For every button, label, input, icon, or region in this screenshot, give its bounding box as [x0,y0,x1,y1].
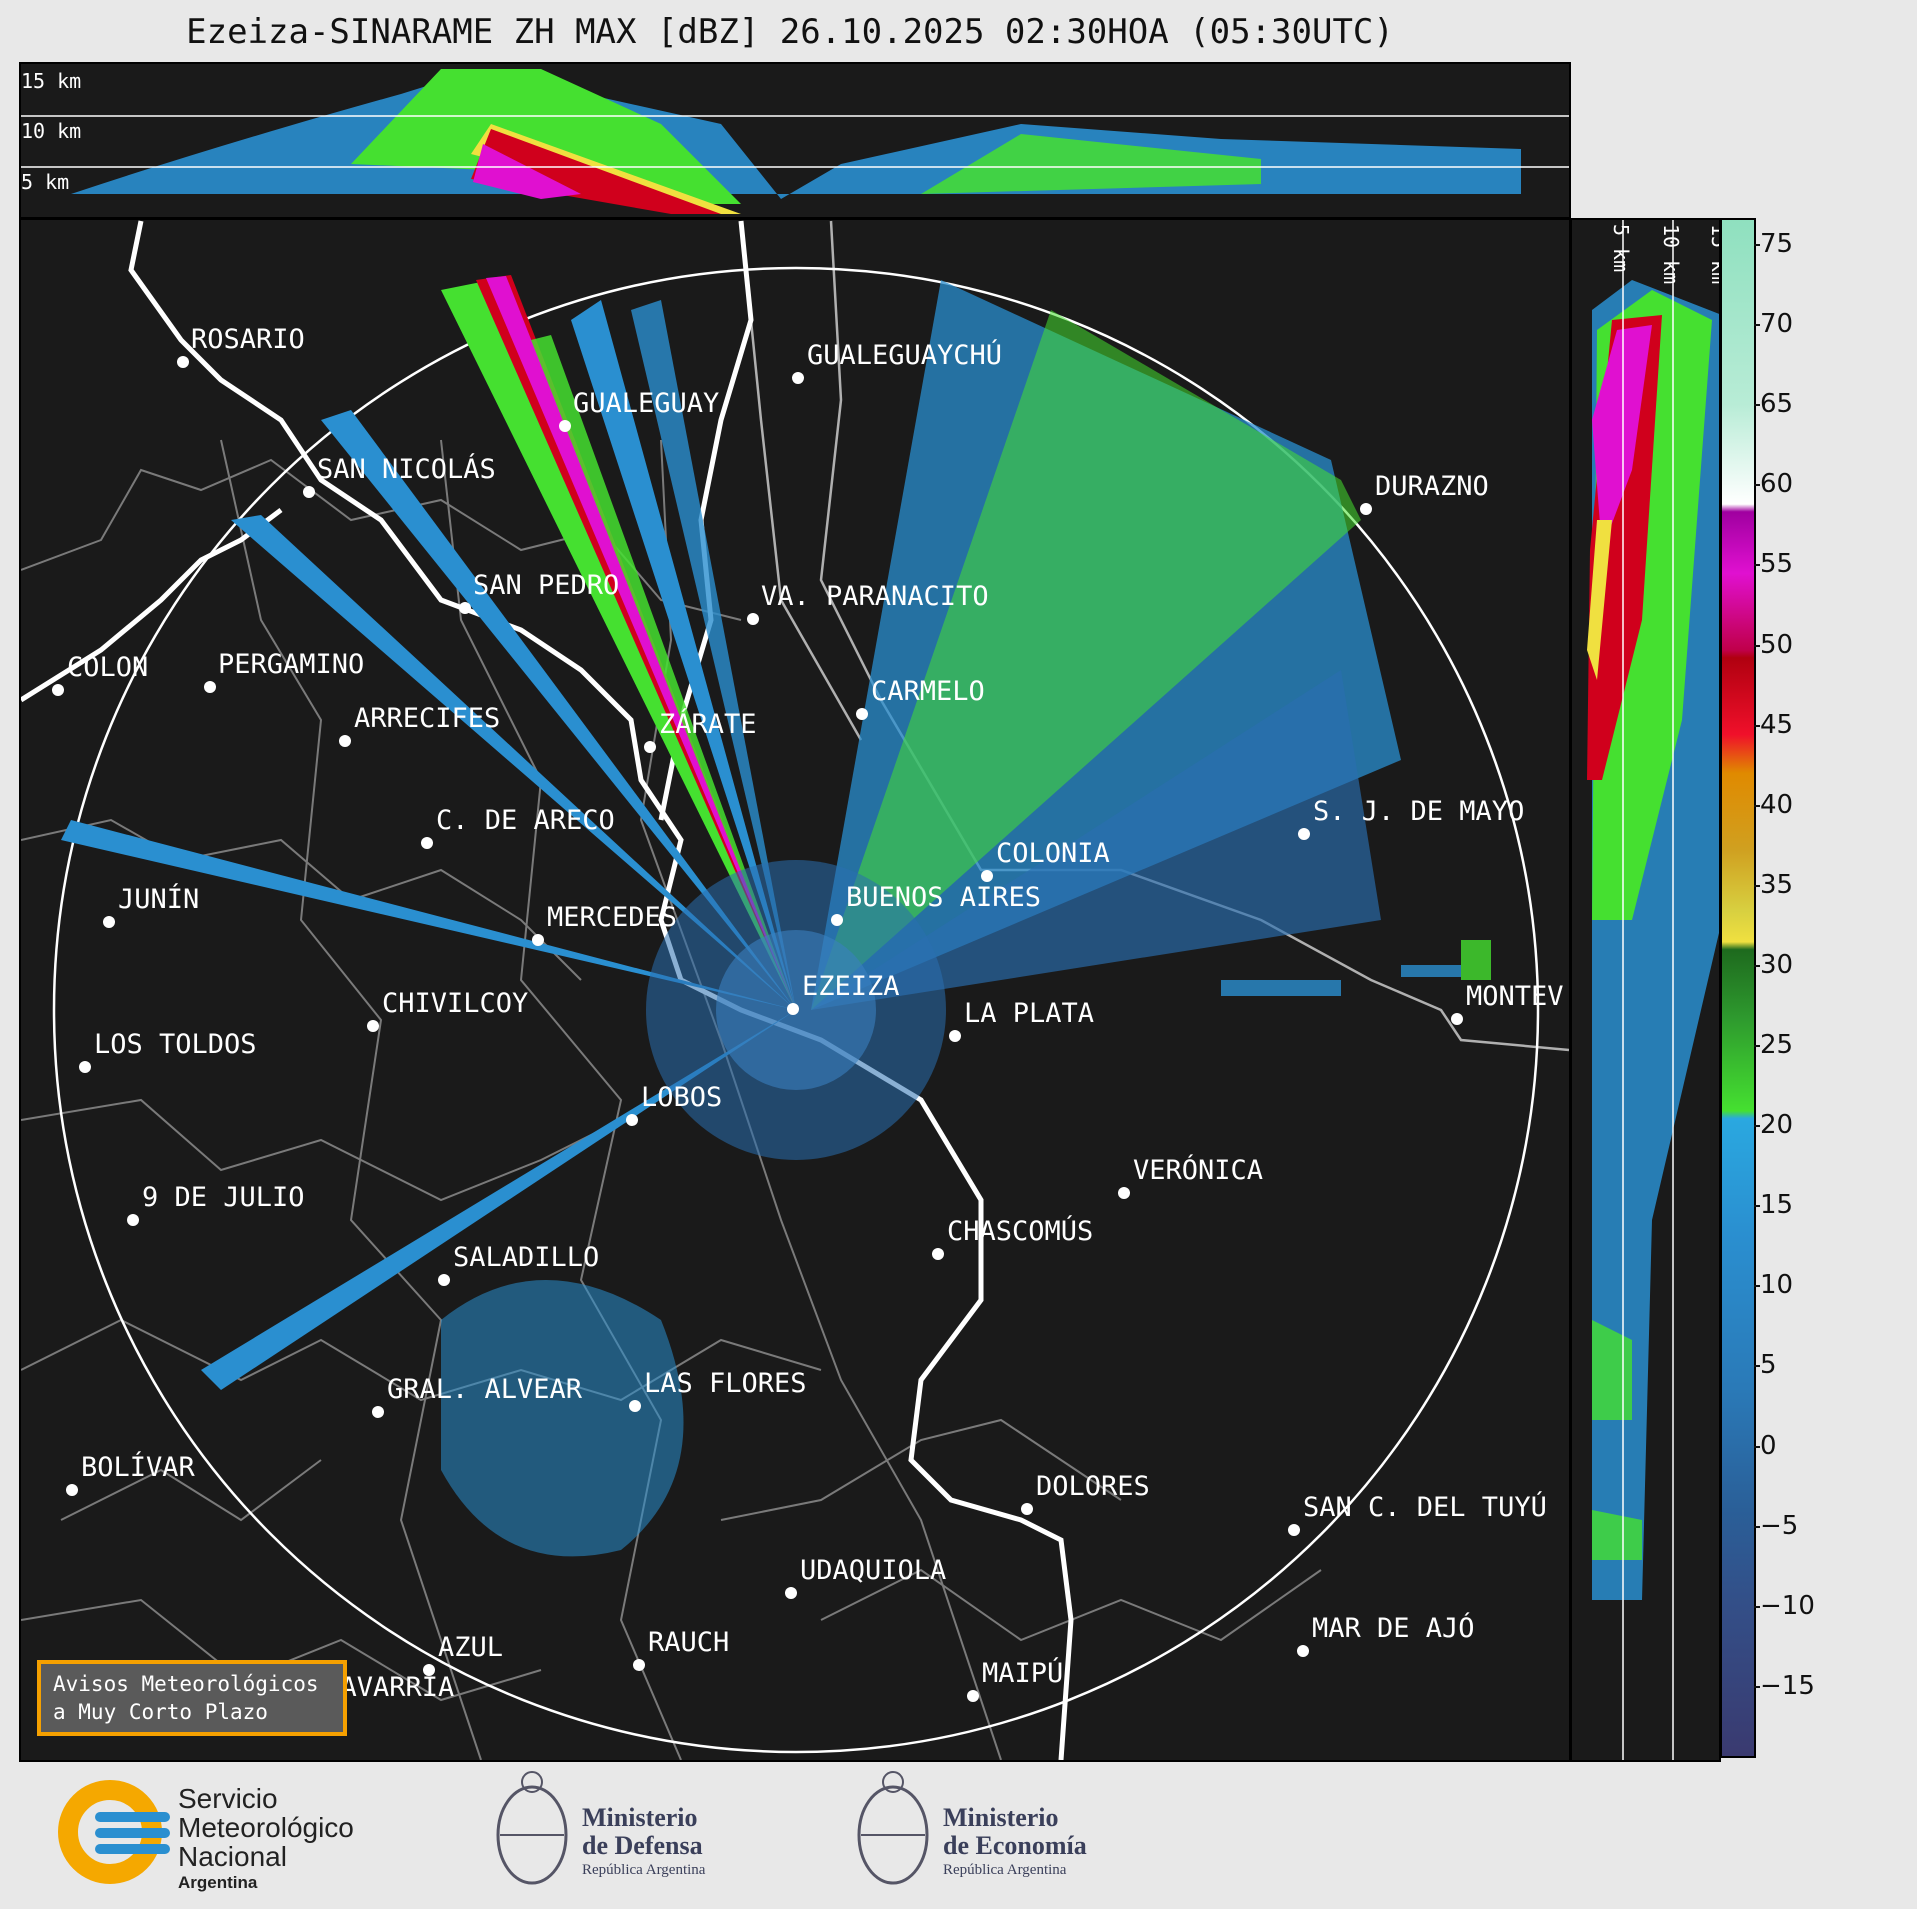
side-height-label-10km: 10 km [1659,224,1683,284]
economia-shield-icon [857,1771,929,1885]
radar-map-panel: ROSARIO GUALEGUAYCHÚ GUALEGUAY SAN NICOL… [19,218,1571,1762]
defensa-line-3: República Argentina [582,1862,706,1878]
defensa-line-1: Ministerio [582,1803,698,1832]
city-dolores: DOLORES [1036,1471,1150,1502]
city-mar-de-ajo: MAR DE AJÓ [1312,1612,1475,1644]
city-labels: ROSARIO GUALEGUAYCHÚ GUALEGUAY SAN NICOL… [52,324,1564,1716]
city-carmelo: CARMELO [871,676,985,707]
side-height-label-5km: 5 km [1609,224,1633,272]
height-label-10km: 10 km [21,119,81,143]
city-mercedes: MERCEDES [547,902,677,933]
colorbar-tick-label: −10 [1754,1590,1815,1621]
colorbar-tick-label: 55 [1753,549,1794,580]
colorbar-tick-label: 45 [1753,709,1794,740]
smn-line-2: Meteorológico [178,1812,354,1843]
logos-footer: Servicio Meteorológico Nacional Argentin… [0,1760,1917,1909]
colorbar-tick-label: 60 [1753,469,1794,500]
smn-logo-icon [58,1780,170,1884]
city-pergamino: PERGAMINO [218,649,364,680]
side-cross-section-plot: 5 km 10 km 15 km [1587,220,1719,1760]
city-c-de-areco: C. DE ARECO [436,805,615,836]
colorbar-tick-label: 65 [1753,389,1794,420]
chart-title: Ezeiza-SINARAME ZH MAX [dBZ] 26.10.2025 … [186,12,1394,52]
colorbar-tick-label: 50 [1753,629,1794,660]
city-azul: AZUL [438,1632,503,1663]
city-bolivar: BOLÍVAR [81,1451,196,1483]
city-gualeguay: GUALEGUAY [573,388,719,419]
city-los-toldos: LOS TOLDOS [94,1029,257,1060]
colorbar-tick-label: 20 [1753,1110,1794,1141]
city-buenos-aires: BUENOS AIRES [846,882,1041,913]
city-san-nicolas: SAN NICOLÁS [317,453,496,485]
city-saladillo: SALADILLO [453,1242,599,1273]
colorbar-tick-label: −15 [1754,1670,1815,1701]
city-san-c-del-tuyu: SAN C. DEL TUYÚ [1303,1491,1547,1523]
radar-map: ROSARIO GUALEGUAYCHÚ GUALEGUAY SAN NICOL… [21,220,1569,1760]
side-cross-section-panel: 5 km 10 km 15 km [1570,218,1721,1762]
colorbar-tick-label: 75 [1753,229,1794,259]
colorbar-tick-label: −5 [1753,1510,1799,1541]
defensa-shield-icon [496,1771,568,1885]
city-chascomus: CHASCOMÚS [947,1215,1093,1247]
city-san-pedro: SAN PEDRO [473,570,619,601]
economia-line-2: de Economía [943,1831,1087,1860]
economia-line-1: Ministerio [943,1803,1059,1832]
city-va-paranacito: VA. PARANACITO [761,581,989,612]
city-gral-alvear: GRAL. ALVEAR [387,1374,583,1405]
city-ezeiza: EZEIZA [802,971,900,1002]
height-label-5km: 5 km [21,170,69,194]
colorbar-tick-label: 30 [1753,949,1794,980]
top-cross-section-panel: 15 km 10 km 5 km [19,62,1571,219]
avisos-box: Avisos Meteorológicos a Muy Corto Plazo [37,1660,347,1736]
city-maipu: MAIPÚ [982,1657,1063,1689]
colorbar [1720,218,1756,1758]
radar-echoes [61,275,1491,1557]
city-montev: MONTEV [1466,981,1564,1012]
smn-line-1: Servicio [178,1783,278,1814]
city-las-flores: LAS FLORES [644,1368,807,1399]
city-9-de-julio: 9 DE JULIO [142,1182,305,1213]
city-veronica: VERÓNICA [1133,1154,1263,1186]
city-durazno: DURAZNO [1375,471,1489,502]
city-arrecifes: ARRECIFES [354,703,500,734]
economia-line-3: República Argentina [943,1862,1067,1878]
logos-svg: Servicio Meteorológico Nacional Argentin… [58,1771,1087,1892]
smn-line-4: Argentina [178,1873,258,1892]
colorbar-tick-label: 10 [1753,1270,1794,1301]
city-colonia: COLONIA [996,838,1110,869]
colorbar-tick-label: 40 [1753,789,1794,820]
colorbar-tick-label: 35 [1753,869,1794,900]
city-udaquiola: UDAQUIOLA [800,1555,946,1586]
colorbar-tick-label: 15 [1753,1190,1794,1221]
smn-line-3: Nacional [178,1841,287,1872]
colorbar-tick-label: 25 [1753,1030,1794,1060]
defensa-line-2: de Defensa [582,1831,703,1860]
admin-boundaries [21,439,1322,1760]
top-cross-section-plot: 15 km 10 km 5 km [21,69,1569,214]
avisos-line-1: Avisos Meteorológicos [53,1672,319,1696]
city-s-j-de-mayo: S. J. DE MAYO [1313,796,1524,827]
city-zarate: ZÁRATE [659,708,757,740]
city-la-plata: LA PLATA [964,998,1094,1029]
colorbar-tick-label: 5 [1754,1350,1777,1381]
city-gualeguaychu: GUALEGUAYCHÚ [807,339,1002,371]
city-lobos: LOBOS [641,1082,722,1113]
height-label-15km: 15 km [21,69,81,93]
city-rauch: RAUCH [648,1627,729,1658]
colorbar-tick-label: 70 [1753,309,1794,340]
city-junin: JUNÍN [118,883,199,915]
city-colon: COLON [67,652,148,683]
avisos-line-2: a Muy Corto Plazo [53,1700,268,1724]
city-chivilcoy: CHIVILCOY [382,988,528,1019]
city-rosario: ROSARIO [191,324,305,355]
colorbar-tick-label: 0 [1754,1430,1777,1461]
range-ring [52,266,1540,1754]
side-height-label-15km: 15 km [1707,224,1719,284]
